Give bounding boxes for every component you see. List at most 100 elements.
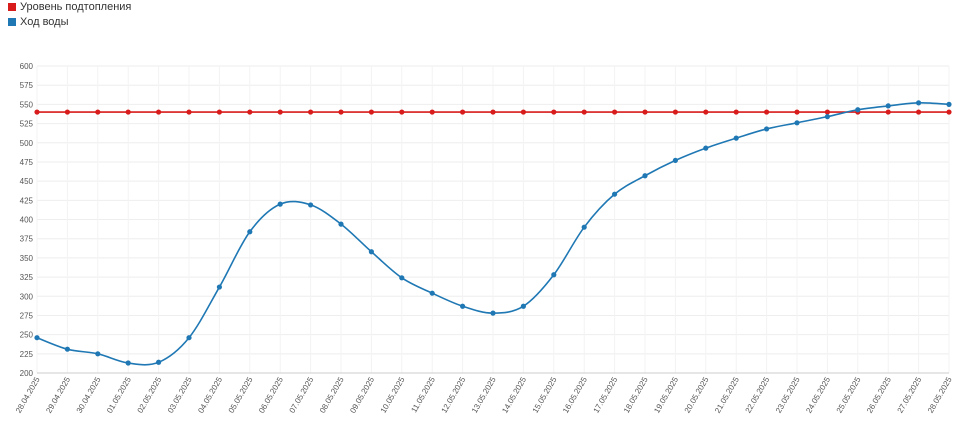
point xyxy=(277,201,283,207)
x-tick-label: 23.05.2025 xyxy=(774,375,802,415)
point xyxy=(338,221,344,227)
y-tick-label: 325 xyxy=(20,273,34,282)
point xyxy=(308,202,314,208)
y-tick-label: 550 xyxy=(20,100,34,109)
x-tick-label: 29.04.2025 xyxy=(44,375,72,415)
x-tick-label: 22.05.2025 xyxy=(744,375,772,415)
y-tick-label: 200 xyxy=(20,369,34,378)
point xyxy=(368,249,374,255)
point xyxy=(672,109,679,115)
y-tick-label: 600 xyxy=(20,62,34,71)
x-tick-label: 19.05.2025 xyxy=(652,375,680,415)
x-tick-label: 18.05.2025 xyxy=(622,375,650,415)
y-tick-label: 425 xyxy=(20,196,34,205)
x-tick-label: 13.05.2025 xyxy=(470,375,498,415)
point xyxy=(733,135,739,141)
point xyxy=(34,335,40,341)
point xyxy=(308,109,314,115)
x-tick-label: 24.05.2025 xyxy=(804,375,832,415)
point xyxy=(642,109,648,115)
point xyxy=(247,109,253,115)
point xyxy=(794,120,800,126)
x-tick-label: 16.05.2025 xyxy=(561,375,589,415)
x-tick-label: 30.04.2025 xyxy=(75,375,103,415)
x-tick-label: 11.05.2025 xyxy=(409,375,437,414)
y-tick-label: 450 xyxy=(20,177,34,186)
x-tick-label: 04.05.2025 xyxy=(196,375,224,415)
point xyxy=(399,275,405,281)
point xyxy=(247,229,253,235)
point xyxy=(520,109,527,115)
x-tick-label: 14.05.2025 xyxy=(500,375,528,415)
point xyxy=(368,109,374,115)
x-tick-label: 28.05.2025 xyxy=(926,375,954,415)
point xyxy=(156,359,162,365)
point xyxy=(551,272,557,278)
point xyxy=(277,109,283,115)
point xyxy=(460,303,466,309)
x-tick-label: 17.05.2025 xyxy=(592,375,620,415)
point xyxy=(399,109,405,115)
point xyxy=(186,335,192,341)
point xyxy=(764,126,770,132)
point xyxy=(460,109,466,115)
y-tick-label: 250 xyxy=(20,331,34,340)
point xyxy=(764,109,770,115)
point xyxy=(551,109,557,115)
y-tick-label: 300 xyxy=(20,292,34,301)
point xyxy=(95,109,101,115)
point xyxy=(338,109,344,115)
point xyxy=(672,157,679,164)
point xyxy=(824,114,831,120)
x-tick-label: 02.05.2025 xyxy=(136,375,164,415)
y-tick-label: 525 xyxy=(20,120,34,129)
point xyxy=(125,109,131,115)
point xyxy=(612,109,618,115)
point xyxy=(64,109,70,115)
point xyxy=(794,109,800,115)
x-tick-label: 03.05.2025 xyxy=(166,375,194,415)
point xyxy=(946,101,952,107)
x-tick-label: 12.05.2025 xyxy=(440,375,468,415)
y-tick-label: 475 xyxy=(20,158,34,167)
x-tick-label: 08.05.2025 xyxy=(318,375,346,415)
point xyxy=(703,109,709,115)
legend-label: Уровень подтопления xyxy=(20,1,131,13)
point xyxy=(612,191,618,197)
point xyxy=(733,109,739,115)
point xyxy=(824,109,831,115)
point xyxy=(581,109,587,115)
legend-marker xyxy=(8,3,16,11)
x-tick-label: 06.05.2025 xyxy=(257,375,285,415)
x-tick-label: 28.04.2025 xyxy=(14,375,42,415)
point xyxy=(855,107,861,113)
point xyxy=(34,109,40,115)
point xyxy=(946,109,952,115)
point xyxy=(490,109,496,115)
legend-label: Ход воды xyxy=(20,16,69,28)
point xyxy=(581,224,587,230)
point xyxy=(216,109,222,115)
point xyxy=(216,284,222,290)
x-tick-label: 26.05.2025 xyxy=(865,375,893,415)
point xyxy=(916,109,922,115)
y-tick-label: 225 xyxy=(20,350,34,359)
point xyxy=(64,346,70,352)
point xyxy=(429,290,435,296)
y-tick-label: 500 xyxy=(20,139,34,148)
y-tick-label: 275 xyxy=(20,311,34,320)
x-tick-label: 20.05.2025 xyxy=(683,375,711,415)
point xyxy=(885,109,891,115)
point xyxy=(490,310,496,316)
point xyxy=(703,145,709,151)
y-tick-label: 375 xyxy=(20,235,34,244)
y-tick-label: 575 xyxy=(20,81,34,90)
x-tick-label: 05.05.2025 xyxy=(227,375,255,415)
point xyxy=(125,360,131,366)
point xyxy=(885,103,891,109)
point xyxy=(520,303,527,309)
x-tick-label: 15.05.2025 xyxy=(531,375,559,415)
x-tick-label: 07.05.2025 xyxy=(288,375,316,415)
point xyxy=(642,173,648,179)
